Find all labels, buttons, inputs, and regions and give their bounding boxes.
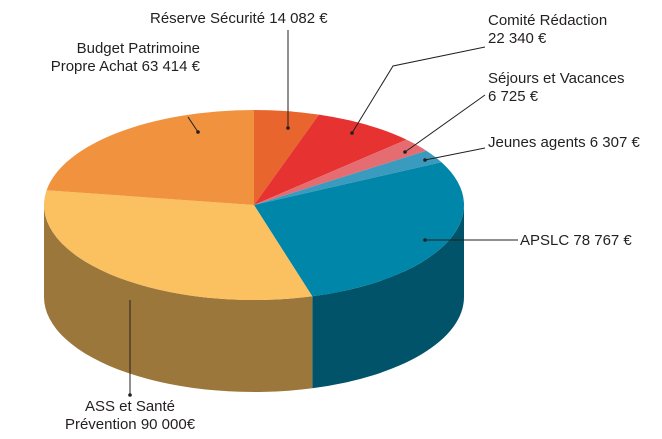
leader-dot [286, 126, 290, 130]
slice-label: ASS et Santé Prévention 90 000€ [55, 398, 205, 434]
slice-label: Comité Rédaction 22 340 € [488, 12, 658, 48]
value-label: 63 414 € [141, 58, 200, 75]
pie-slice [254, 139, 427, 205]
category-name: ASS et Santé Prévention [64, 398, 176, 433]
value-label: 14 082 € [269, 10, 328, 27]
slice-label: Séjours et Vacances 6 725 € [488, 70, 662, 106]
pie-slice [254, 150, 442, 205]
leader-line [351, 46, 486, 134]
pie-slice [254, 114, 407, 205]
value-label: 6 307 € [589, 134, 640, 151]
category-name: Comité Rédaction [488, 12, 608, 29]
leader-line [424, 147, 486, 161]
value-label: 90 000€ [140, 416, 196, 433]
leader-line [404, 94, 486, 153]
leader-dot [403, 150, 407, 154]
leader-dot [196, 130, 200, 134]
pie-slice [254, 110, 319, 205]
leader-dot [423, 238, 427, 242]
category-name: Réserve Sécurité [150, 10, 266, 27]
slice-label: Jeunes agents 6 307 € [488, 134, 658, 152]
leader-dot [350, 131, 354, 135]
pie-side [312, 205, 464, 389]
pie-slice [254, 162, 465, 297]
pie-slice [46, 110, 254, 205]
leader-dot [423, 158, 427, 162]
category-name: APSLC [520, 232, 570, 249]
leader-line [187, 116, 199, 133]
value-label: 22 340 € [488, 30, 547, 47]
slice-label: Réserve Sécurité 14 082 € [150, 10, 410, 28]
slice-label: APSLC 78 767 € [520, 232, 662, 250]
leader-dot [128, 393, 132, 397]
value-label: 78 767 € [573, 232, 632, 249]
category-name: Jeunes agents [488, 134, 586, 151]
value-label: 6 725 € [488, 88, 539, 105]
slice-label: Budget Patrimoine Propre Achat 63 414 € [30, 40, 200, 76]
pie-side [43, 205, 313, 392]
pie-slice [43, 190, 313, 300]
category-name: Séjours et Vacances [488, 70, 625, 87]
category-name: Budget Patrimoine Propre Achat [50, 40, 200, 75]
